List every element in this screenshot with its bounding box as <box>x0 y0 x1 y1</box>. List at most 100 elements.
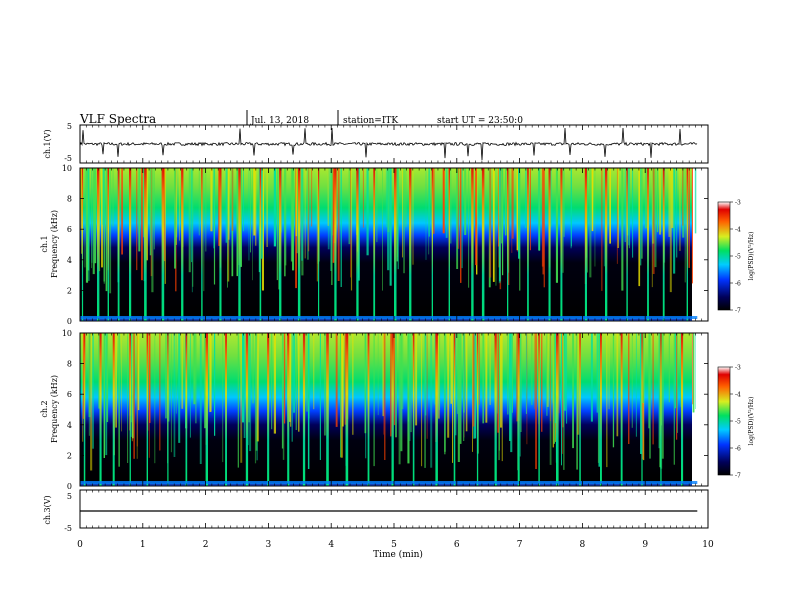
spectrogram-streak <box>249 333 252 452</box>
spectrogram-streak <box>550 168 552 227</box>
spectrogram-streak <box>512 333 513 413</box>
spectrogram-streak <box>311 168 313 227</box>
spectrogram-streak <box>342 333 344 427</box>
spectrogram-streak <box>645 168 648 229</box>
spectrogram-streak <box>546 333 549 407</box>
spectrogram-streak <box>695 333 696 409</box>
spectrogram-streak <box>210 333 212 411</box>
spectrogram-streak <box>254 333 257 464</box>
spectrogram-streak <box>407 333 409 422</box>
spectrogram-streak <box>306 333 308 412</box>
spectrogram-streak <box>199 333 202 464</box>
spectrogram-streak <box>525 168 527 228</box>
spectrogram-streak <box>606 333 608 468</box>
spectrogram-burst <box>279 168 282 321</box>
freq-tick-label: 8 <box>67 360 72 369</box>
spectrogram-burst <box>83 333 86 486</box>
spectrogram-streak <box>307 333 310 469</box>
time-tick-label: 0 <box>77 540 83 550</box>
ch1-ytick-bottom: -5 <box>64 154 72 163</box>
spectrogram-streak <box>262 168 264 291</box>
spectrogram-streak <box>497 333 499 414</box>
spectrogram-streak <box>213 168 215 249</box>
spectrogram-streak <box>659 168 661 235</box>
spectrogram-streak <box>587 168 588 273</box>
spectrogram-streak <box>248 168 250 261</box>
spectrogram-streak <box>227 168 230 282</box>
spectrogram-streak <box>121 333 122 432</box>
spectrogram-streak <box>628 333 630 444</box>
colorbar-tick-label: -5 <box>735 254 741 261</box>
spectrogram-streak <box>313 333 315 410</box>
ch1-freq-label: Frequency (kHz) <box>50 210 59 278</box>
time-tick-label: 5 <box>391 540 397 550</box>
spectrogram-streak <box>340 168 342 287</box>
spectrogram-streak <box>243 333 246 438</box>
spectrogram-streak <box>401 333 404 410</box>
freq-tick-label: 6 <box>67 225 72 234</box>
spectrogram-burst <box>318 168 320 321</box>
spectrogram-streak <box>307 168 309 260</box>
spectrogram-burst <box>238 168 241 321</box>
spectrogram-streak <box>112 168 114 227</box>
spectrogram-streak <box>350 168 353 291</box>
spectrogram-burst <box>662 168 665 321</box>
spectrogram-streak <box>576 333 578 470</box>
spectrogram-streak <box>405 168 407 227</box>
spectrogram-streak <box>652 333 654 445</box>
spectrogram-burst <box>507 168 509 321</box>
spectrogram-burst <box>267 333 270 486</box>
spectrogram-streak <box>137 333 140 411</box>
spectrogram-streak <box>589 168 592 278</box>
spectrogram-burst <box>167 333 169 486</box>
spectrogram-streak <box>331 168 333 285</box>
spectrogram-streak <box>631 333 633 428</box>
spectrogram-streak <box>376 168 378 243</box>
spectrogram-streak <box>542 168 545 275</box>
spectrogram-streak <box>88 168 90 271</box>
spectrogram-streak <box>641 168 643 259</box>
spectrogram-streak <box>485 333 488 423</box>
ch1-colorbar-ticks: -3 -4 -5 -6 -7 <box>730 200 741 315</box>
spectrogram-streak <box>292 168 295 271</box>
spectrogram-streak <box>118 333 120 467</box>
spectrogram-streak <box>397 168 399 270</box>
ch2-colorbar-label: log(PSD)(V²/Hz) <box>748 397 755 446</box>
spectrogram-streak <box>456 333 459 414</box>
freq-tick-label: 0 <box>67 482 72 491</box>
spectrogram-streak <box>130 333 132 437</box>
spectrogram-streak <box>105 333 108 456</box>
ch3-ylabel: ch.3(V) <box>43 495 52 524</box>
spectrogram-streak <box>424 333 427 416</box>
spectrogram-streak <box>400 333 403 452</box>
colorbar-tick-label: -3 <box>735 365 741 372</box>
spectrogram-burst <box>394 168 397 321</box>
freq-tick-label: 6 <box>67 390 72 399</box>
spectrogram-streak <box>204 333 207 429</box>
spectrogram-streak <box>109 168 112 294</box>
spectrogram-streak <box>674 333 677 409</box>
spectrogram-streak <box>652 168 655 274</box>
spectrogram-burst <box>225 333 227 486</box>
colorbar-tick-label: -3 <box>735 200 741 207</box>
spectrogram-streak <box>143 168 144 238</box>
time-tick-label: 3 <box>266 540 272 550</box>
spectrogram-burst <box>412 333 415 486</box>
spectrogram-streak <box>276 168 278 281</box>
spectrogram-streak <box>553 333 555 444</box>
spectrogram-streak <box>694 168 697 234</box>
spectrogram-streak <box>459 333 462 444</box>
spectrogram-streak <box>240 168 242 267</box>
spectrogram-streak <box>426 333 428 439</box>
spectrogram-streak <box>289 333 291 422</box>
spectrogram-streak <box>499 168 501 282</box>
chart-title: VLF Spectra <box>79 112 156 126</box>
spectrogram-burst <box>161 168 165 321</box>
spectrogram-streak <box>147 333 149 431</box>
spectrogram-streak <box>252 333 254 404</box>
spectrogram-streak <box>507 168 510 285</box>
spectrogram-streak <box>474 333 477 439</box>
spectrogram-burst <box>81 168 84 321</box>
spectrogram-burst <box>494 333 497 486</box>
spectrogram-streak <box>590 333 593 422</box>
